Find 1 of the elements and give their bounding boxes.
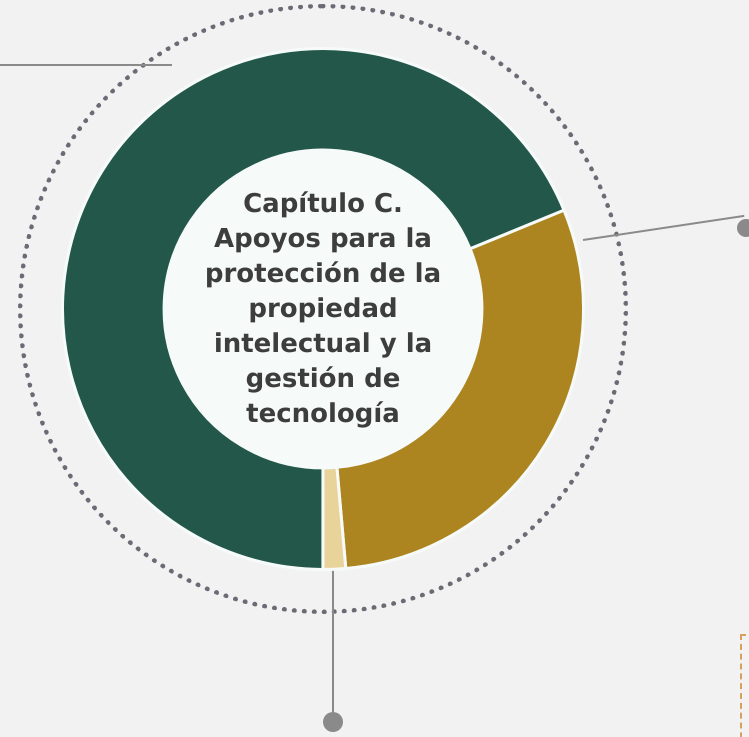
text: Capítulo C. Apoyos para la protección de la propiedad intelectual y la gestión de tecnología xyxy=(164,150,482,468)
